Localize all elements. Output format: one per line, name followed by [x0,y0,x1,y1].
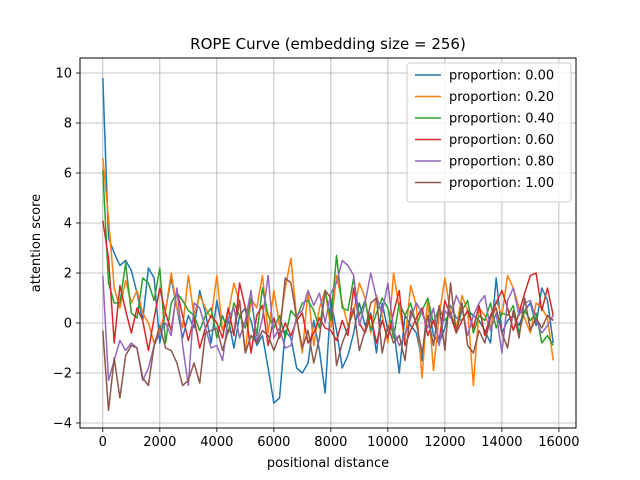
x-tick-label: 16000 [538,435,579,450]
legend-label: proportion: 0.40 [449,112,554,127]
legend-label: proportion: 0.20 [449,90,554,105]
y-tick-label: −4 [53,417,72,432]
x-axis: 0 2000 4000 6000 8000 10000 12000 14000 16000 [99,428,580,450]
x-tick-label: 14000 [481,435,522,450]
y-axis: −4 −2 0 2 4 6 8 10 [53,67,80,432]
series-line-4 [102,259,554,387]
legend-label: proportion: 0.60 [449,133,554,148]
y-tick-label: 8 [64,117,72,132]
x-tick-label: 4000 [200,435,233,450]
y-tick-label: −2 [53,367,72,382]
x-tick-label: 8000 [314,435,347,450]
x-tick-label: 12000 [424,435,465,450]
x-tick-label: 0 [99,435,107,450]
y-tick-label: 4 [64,217,72,232]
x-axis-label: positional distance [267,456,389,471]
legend-box [406,62,572,203]
x-tick-label: 10000 [367,435,408,450]
y-tick-label: 6 [64,167,72,182]
legend-label: proportion: 0.00 [449,69,554,84]
plot-frame [79,57,577,429]
legend: proportion: 0.00 proportion: 0.20 proporti… [406,62,572,203]
legend-label: proportion: 1.00 [449,176,554,191]
legend-label: proportion: 0.80 [449,155,554,170]
series-line-5 [102,277,554,412]
series-lines [102,77,554,412]
x-tick-label: 6000 [257,435,290,450]
y-axis-label: attention score [29,194,44,292]
chart-title: ROPE Curve (embedding size = 256) [190,35,466,53]
y-tick-label: 10 [55,67,72,82]
y-tick-label: 2 [64,267,72,282]
y-tick-label: 0 [64,317,72,332]
x-tick-label: 2000 [143,435,176,450]
